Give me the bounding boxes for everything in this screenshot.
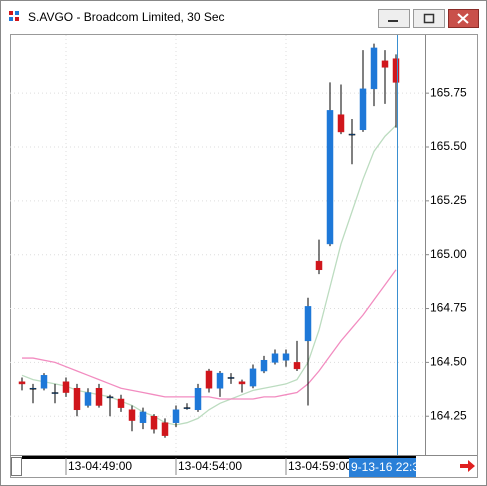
candle-body [293, 362, 301, 370]
chart-panel [10, 34, 478, 478]
candle-body [84, 392, 92, 406]
candle-body [326, 110, 334, 245]
maximize-button[interactable] [413, 9, 445, 28]
y-tick-label: 165.75 [430, 85, 467, 99]
candle-body [392, 58, 400, 83]
window-title: S.AVGO - Broadcom Limited, 30 Sec [28, 10, 225, 24]
x-tick-label: 13-04:59:00 [288, 459, 352, 473]
y-tick-label: 164.25 [430, 408, 467, 422]
candle-body [337, 114, 345, 133]
candle-body [238, 381, 246, 385]
scroll-box[interactable] [11, 457, 22, 476]
candle-body [315, 260, 323, 271]
candle-body [304, 306, 312, 342]
candle-body [260, 359, 268, 372]
close-button[interactable] [448, 9, 479, 28]
candle-body [139, 411, 147, 423]
scroll-right-arrow[interactable] [460, 460, 475, 472]
scroll-bar[interactable] [22, 456, 416, 459]
moving-average [21, 124, 397, 426]
candle-body [249, 368, 257, 387]
candle-body [18, 381, 26, 385]
candle-body [194, 387, 202, 411]
moving-average [22, 269, 397, 400]
candle-body [348, 133, 356, 136]
candle-body [62, 381, 70, 393]
candle-body [95, 387, 103, 406]
candle-body [271, 353, 279, 363]
y-tick-label: 165.00 [430, 247, 467, 261]
candle-body [172, 409, 180, 423]
candle-body [205, 370, 213, 389]
candle-body [106, 396, 114, 399]
candle-body [73, 387, 81, 411]
candle-body [40, 375, 48, 389]
y-tick-label: 164.75 [430, 301, 467, 315]
y-tick-label: 164.50 [430, 355, 467, 369]
candle-body [150, 415, 158, 430]
minimize-button[interactable] [378, 9, 410, 28]
app-icon [9, 11, 19, 21]
candle-body [359, 88, 367, 131]
x-tick-label: 13-04:54:00 [178, 459, 242, 473]
candle-body [128, 409, 136, 421]
y-tick-label: 165.25 [430, 193, 467, 207]
candle-body [381, 60, 389, 68]
cursor-label-box [349, 458, 416, 477]
candle-body [29, 387, 37, 390]
cursor-label: 9-13-16 22:34:00 [351, 460, 443, 474]
y-tick-label: 165.50 [430, 139, 467, 153]
candle-body [282, 353, 290, 361]
candle-body [216, 372, 224, 389]
x-tick-label: 13-04:49:00 [68, 459, 132, 473]
candle-body [161, 422, 169, 436]
candle-body [227, 377, 235, 379]
candle-body [183, 407, 191, 409]
candle-body [117, 398, 125, 408]
candle-body [370, 47, 378, 90]
candle-body [51, 392, 59, 394]
